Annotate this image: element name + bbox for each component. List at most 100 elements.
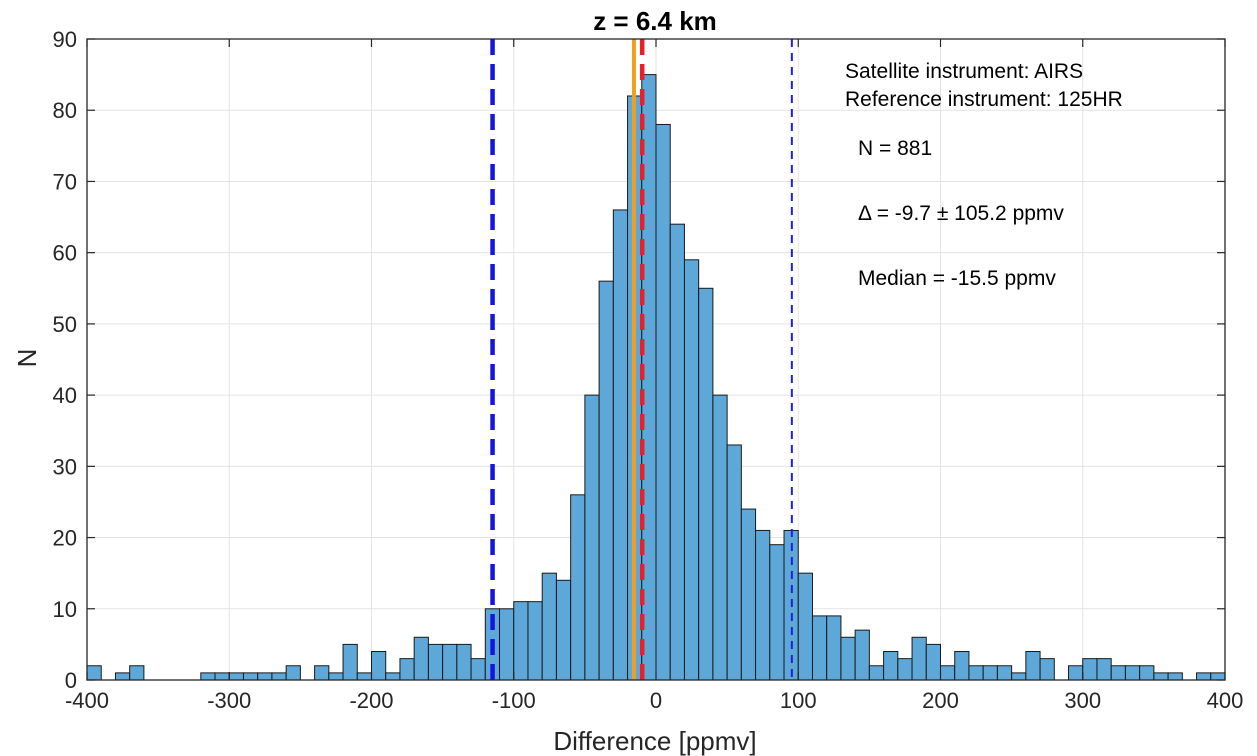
histogram-bar bbox=[683, 259, 700, 681]
x-tick-label: 300 bbox=[1064, 688, 1101, 713]
annotation-n: N = 881 bbox=[858, 137, 932, 160]
histogram-bar bbox=[797, 572, 813, 681]
histogram-bar bbox=[883, 651, 899, 681]
histogram-bar bbox=[271, 672, 287, 681]
histogram-bar bbox=[1096, 658, 1112, 681]
histogram-bar bbox=[1167, 672, 1183, 681]
histogram-bar bbox=[342, 643, 358, 681]
y-tick-label: 30 bbox=[53, 454, 77, 479]
x-tick-label: 0 bbox=[650, 688, 662, 713]
y-tick-label: 10 bbox=[53, 597, 77, 622]
histogram-bar bbox=[1196, 672, 1212, 681]
x-axis-label: Difference [ppmv] bbox=[553, 726, 756, 756]
histogram-bars bbox=[86, 74, 1226, 681]
y-tick-label: 0 bbox=[65, 668, 77, 693]
axis-ticks bbox=[86, 38, 1226, 681]
x-tick-label: 200 bbox=[922, 688, 959, 713]
histogram-bar bbox=[413, 636, 429, 681]
x-tick-label: 400 bbox=[1207, 688, 1244, 713]
histogram-bar bbox=[584, 394, 600, 681]
histogram-bar bbox=[570, 494, 586, 681]
histogram-bar bbox=[527, 601, 543, 681]
histogram-bar bbox=[1082, 658, 1098, 681]
y-tick-label: 70 bbox=[53, 169, 77, 194]
histogram-bar bbox=[513, 601, 529, 681]
histogram-bar bbox=[328, 672, 344, 681]
histogram-bar bbox=[200, 672, 216, 681]
histogram-bar bbox=[712, 394, 728, 681]
histogram-bar bbox=[1025, 651, 1041, 681]
histogram-bar bbox=[769, 544, 785, 681]
histogram-bar bbox=[442, 643, 458, 681]
reference-lines bbox=[490, 39, 793, 680]
chart-title: z = 6.4 km bbox=[593, 6, 717, 36]
histogram-bar bbox=[456, 643, 472, 681]
histogram-bar bbox=[285, 665, 301, 681]
histogram-bar bbox=[982, 665, 998, 681]
histogram-bar bbox=[655, 123, 671, 681]
histogram-bar bbox=[897, 658, 913, 681]
histogram-bar bbox=[541, 572, 557, 681]
y-tick-label: 50 bbox=[53, 312, 77, 337]
histogram-bar bbox=[228, 672, 244, 681]
histogram-bar bbox=[755, 529, 771, 681]
x-tick-label: -100 bbox=[492, 688, 536, 713]
histogram-bar bbox=[996, 665, 1013, 681]
y-tick-label: 60 bbox=[53, 241, 77, 266]
histogram-bar bbox=[612, 209, 629, 681]
histogram-bar bbox=[669, 223, 685, 681]
histogram-bar bbox=[499, 608, 515, 681]
histogram-bar bbox=[427, 643, 444, 681]
histogram-bar bbox=[470, 658, 486, 681]
annotation-satellite: Satellite instrument: AIRS bbox=[845, 60, 1083, 83]
x-tick-label: -200 bbox=[349, 688, 393, 713]
histogram-bar bbox=[1124, 665, 1141, 681]
annotation-delta: Δ = -9.7 ± 105.2 ppmv bbox=[858, 202, 1064, 225]
annotation-median: Median = -15.5 ppmv bbox=[858, 267, 1056, 290]
histogram-bar bbox=[314, 665, 330, 681]
histogram-bar bbox=[214, 672, 230, 681]
histogram-bar bbox=[1011, 672, 1027, 681]
y-tick-label: 80 bbox=[53, 98, 77, 123]
histogram-bar bbox=[86, 665, 102, 681]
histogram-bar bbox=[129, 665, 145, 681]
histogram-bar bbox=[399, 658, 415, 681]
annotation-reference: Reference instrument: 125HR bbox=[845, 88, 1123, 111]
histogram-bar bbox=[242, 672, 259, 681]
histogram-bar bbox=[1153, 672, 1169, 681]
histogram-bar bbox=[826, 615, 842, 681]
histogram-bar bbox=[740, 508, 757, 681]
histogram-bar bbox=[854, 629, 870, 681]
y-tick-label: 40 bbox=[53, 383, 77, 408]
histogram-bar bbox=[1210, 672, 1226, 681]
x-tick-label: 100 bbox=[780, 688, 817, 713]
histogram-bar bbox=[257, 672, 273, 681]
x-tick-label: -400 bbox=[65, 688, 109, 713]
histogram-bar bbox=[598, 280, 614, 681]
histogram-bar bbox=[940, 665, 956, 681]
y-tick-label: 90 bbox=[53, 27, 77, 52]
histogram-bar bbox=[555, 579, 572, 681]
histogram-bar bbox=[1039, 658, 1055, 681]
histogram-bar bbox=[371, 651, 387, 681]
histogram-bar bbox=[726, 444, 742, 681]
histogram-bar bbox=[968, 665, 984, 681]
y-tick-label: 20 bbox=[53, 526, 77, 551]
histogram-bar bbox=[868, 665, 885, 681]
histogram-bar bbox=[698, 287, 714, 681]
histogram-bar bbox=[114, 672, 131, 681]
histogram-bar bbox=[954, 651, 970, 681]
histogram-bar bbox=[356, 672, 372, 681]
histogram-bar bbox=[1068, 665, 1084, 681]
histogram-bar bbox=[840, 636, 856, 681]
histogram-bar bbox=[911, 636, 927, 681]
histogram-bar bbox=[385, 672, 401, 681]
histogram-bar bbox=[811, 615, 828, 681]
histogram-bar bbox=[1139, 665, 1155, 681]
histogram-bar bbox=[925, 643, 942, 681]
x-tick-label: -300 bbox=[207, 688, 251, 713]
histogram-bar bbox=[1110, 665, 1126, 681]
y-axis-label: N bbox=[12, 349, 42, 368]
tick-labels: -400 -300 -200 -100 0 100 200 300 400 0 10 20 30 40 50… bbox=[53, 27, 1244, 713]
